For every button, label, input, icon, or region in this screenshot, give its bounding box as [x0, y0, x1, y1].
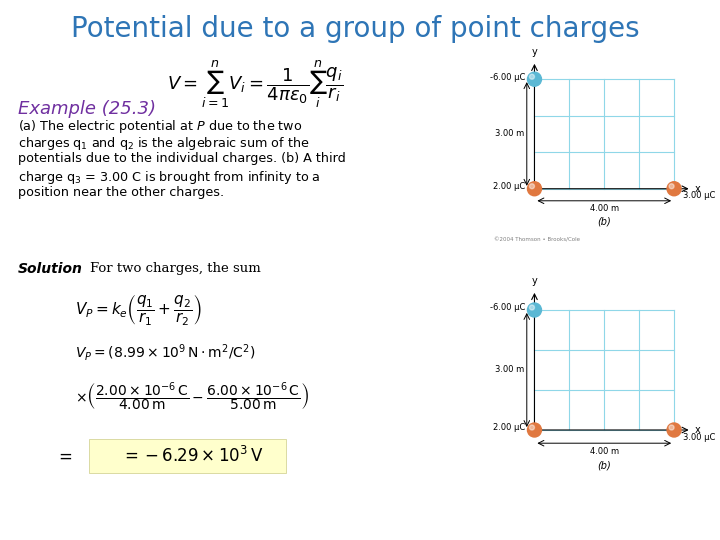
- Text: Solution: Solution: [18, 262, 83, 276]
- Text: x: x: [695, 184, 701, 194]
- Text: 2.00 μC: 2.00 μC: [493, 182, 526, 191]
- Text: Example (25.3): Example (25.3): [18, 100, 156, 118]
- Text: $V = \sum_{i=1}^{n} V_i = \dfrac{1}{4\pi\varepsilon_0} \sum_{i}^{n} \dfrac{q_i}{: $V = \sum_{i=1}^{n} V_i = \dfrac{1}{4\pi…: [167, 58, 343, 110]
- Text: $= -6.29 \times 10^3 \, \mathrm{V}$: $= -6.29 \times 10^3 \, \mathrm{V}$: [121, 446, 263, 466]
- Circle shape: [529, 184, 534, 189]
- Circle shape: [667, 182, 681, 195]
- FancyBboxPatch shape: [89, 439, 286, 473]
- Circle shape: [529, 425, 534, 430]
- Circle shape: [528, 182, 541, 195]
- Text: charges q$_1$ and q$_2$ is the algebraic sum of the: charges q$_1$ and q$_2$ is the algebraic…: [18, 135, 310, 152]
- Text: $V_P = k_e\left(\dfrac{q_1}{r_1} + \dfrac{q_2}{r_2}\right)$: $V_P = k_e\left(\dfrac{q_1}{r_1} + \dfra…: [75, 292, 202, 327]
- Circle shape: [529, 74, 534, 79]
- Circle shape: [528, 303, 541, 317]
- Circle shape: [528, 72, 541, 86]
- Text: potentials due to the individual charges. (b) A third: potentials due to the individual charges…: [18, 152, 346, 165]
- Text: Potential due to a group of point charges: Potential due to a group of point charge…: [71, 15, 639, 43]
- Text: y: y: [531, 48, 537, 57]
- Text: x: x: [695, 425, 701, 435]
- Circle shape: [529, 305, 534, 310]
- Text: (a) The electric potential at $P$ due to the two: (a) The electric potential at $P$ due to…: [18, 118, 302, 135]
- Text: 3.00 μC: 3.00 μC: [683, 191, 716, 200]
- Text: 3.00 m: 3.00 m: [495, 366, 525, 375]
- Text: -6.00 μC: -6.00 μC: [490, 303, 526, 313]
- Text: $V_P = (8.99 \times 10^9 \, \mathrm{N \cdot m^2/C^2})$: $V_P = (8.99 \times 10^9 \, \mathrm{N \c…: [75, 342, 256, 363]
- Text: 3.00 m: 3.00 m: [495, 130, 525, 138]
- Circle shape: [669, 425, 674, 430]
- Text: 4.00 m: 4.00 m: [590, 204, 618, 213]
- Text: For two charges, the sum: For two charges, the sum: [90, 262, 261, 275]
- Text: 3.00 μC: 3.00 μC: [683, 433, 716, 442]
- Text: position near the other charges.: position near the other charges.: [18, 186, 224, 199]
- Text: (b): (b): [598, 460, 611, 470]
- Text: charge q$_3$ = 3.00 C is brought from infinity to a: charge q$_3$ = 3.00 C is brought from in…: [18, 169, 320, 186]
- Text: (b): (b): [598, 216, 611, 226]
- Circle shape: [667, 423, 681, 437]
- Text: -6.00 μC: -6.00 μC: [490, 73, 526, 82]
- Text: 4.00 m: 4.00 m: [590, 447, 618, 456]
- Text: 2.00 μC: 2.00 μC: [493, 423, 526, 433]
- Text: y: y: [531, 276, 537, 286]
- Circle shape: [528, 423, 541, 437]
- Text: $=$: $=$: [55, 447, 73, 465]
- Circle shape: [669, 184, 674, 189]
- Text: ©2004 Thomson • Brooks/Cole: ©2004 Thomson • Brooks/Cole: [494, 238, 580, 243]
- Text: $\times \left(\dfrac{2.00 \times 10^{-6} \, \mathrm{C}}{4.00 \, \mathrm{m}} - \d: $\times \left(\dfrac{2.00 \times 10^{-6}…: [75, 380, 309, 413]
